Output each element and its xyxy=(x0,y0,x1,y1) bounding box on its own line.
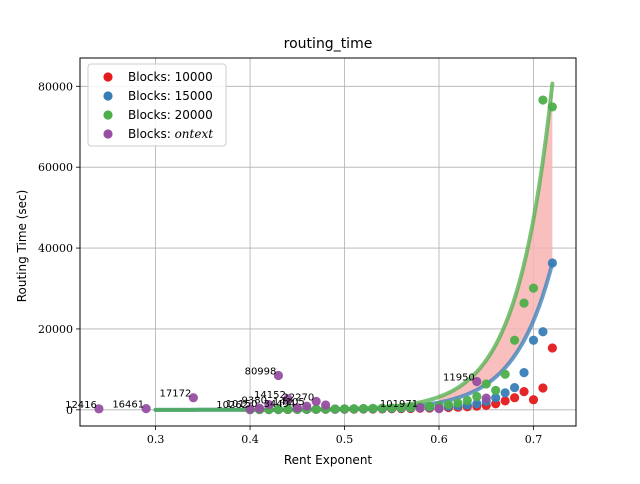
data-point xyxy=(339,404,350,414)
y-axis-label: Routing Time (sec) xyxy=(15,190,29,303)
data-point xyxy=(321,400,331,410)
legend-marker xyxy=(103,110,113,120)
data-point xyxy=(424,401,435,411)
data-point xyxy=(472,376,482,387)
point-label: 101971 xyxy=(380,399,418,410)
data-point xyxy=(245,404,255,414)
data-point xyxy=(141,404,151,414)
plot-frame xyxy=(79,57,577,427)
data-point xyxy=(528,335,539,345)
data-point xyxy=(387,403,397,413)
data-point xyxy=(519,368,529,378)
point-label: 34494 xyxy=(263,399,295,410)
data-point xyxy=(283,394,293,404)
legend-label: Blocks: 10000 xyxy=(128,70,213,84)
data-point xyxy=(273,404,283,414)
data-point xyxy=(406,402,416,412)
legend-label: Blocks: 20000 xyxy=(128,108,213,122)
data-point xyxy=(443,399,454,410)
data-point xyxy=(491,393,501,403)
legend-box xyxy=(87,63,227,147)
data-point xyxy=(358,403,369,414)
data-point xyxy=(500,369,510,379)
point-label: 17172 xyxy=(160,389,192,400)
chart-title: routing_time xyxy=(284,36,373,52)
legend-marker xyxy=(103,72,113,82)
data-point xyxy=(538,95,548,105)
point-label: 12416 xyxy=(65,400,97,411)
data-point xyxy=(538,327,548,337)
data-point xyxy=(453,398,463,408)
data-point xyxy=(472,391,482,402)
y-tick-label: 60000 xyxy=(38,161,73,174)
data-point xyxy=(462,395,472,406)
data-point xyxy=(94,404,104,414)
data-point xyxy=(283,404,293,414)
data-point xyxy=(528,283,539,293)
data-point xyxy=(415,403,425,413)
x-tick-label: 0.5 xyxy=(336,433,354,446)
data-point xyxy=(519,298,529,308)
x-tick-label: 0.7 xyxy=(525,433,543,446)
data-point xyxy=(292,403,302,413)
y-tick-label: 40000 xyxy=(38,242,73,255)
data-point xyxy=(311,404,321,414)
data-point xyxy=(264,399,274,410)
data-point xyxy=(254,403,265,413)
data-point xyxy=(509,393,520,403)
data-point xyxy=(509,382,520,393)
point-label: 22270 xyxy=(282,392,314,403)
data-point xyxy=(500,396,510,406)
data-point xyxy=(547,343,557,353)
data-point xyxy=(330,404,340,414)
data-point xyxy=(547,258,557,268)
point-label: 14105 xyxy=(273,397,305,408)
data-point xyxy=(302,401,312,411)
legend-marker xyxy=(103,129,113,139)
y-tick-label: 20000 xyxy=(38,323,73,336)
x-tick-label: 0.6 xyxy=(430,433,448,446)
data-point xyxy=(519,387,529,397)
point-label: 9380 xyxy=(241,396,266,407)
legend: Blocks: 10000 Blocks: 15000 Blocks: 20000 B… xyxy=(87,63,227,147)
data-point xyxy=(396,403,406,413)
x-axis-label: Rent Exponent xyxy=(284,453,373,467)
data-point xyxy=(188,393,198,403)
data-point xyxy=(509,335,520,345)
point-label: 14152 xyxy=(254,390,286,401)
data-point xyxy=(273,370,283,381)
y-tick-label: 0 xyxy=(66,404,73,417)
x-tick-label: 0.3 xyxy=(147,433,165,446)
data-point xyxy=(491,385,501,396)
y-tick-label: 80000 xyxy=(38,80,73,93)
point-label: 11950 xyxy=(443,373,475,384)
legend-label: Blocks: ontext xyxy=(128,127,213,141)
data-point xyxy=(434,404,444,414)
point-label: 10262 xyxy=(216,400,248,411)
data-point xyxy=(481,379,491,389)
data-point xyxy=(311,396,321,406)
x-tick-label: 0.4 xyxy=(241,433,259,446)
data-point xyxy=(538,383,548,393)
data-point xyxy=(547,102,557,112)
data-point xyxy=(472,399,482,409)
data-point xyxy=(368,403,378,413)
point-label: 10150 xyxy=(226,399,258,410)
legend-label: Blocks: 15000 xyxy=(128,89,213,103)
point-label: 16461 xyxy=(112,400,144,411)
data-point xyxy=(349,404,359,414)
legend-marker xyxy=(103,91,113,101)
data-point xyxy=(481,393,491,403)
data-point xyxy=(377,403,387,413)
confidence-band xyxy=(439,83,553,403)
point-label: 80998 xyxy=(245,366,277,377)
data-point xyxy=(500,388,510,398)
data-point xyxy=(528,395,539,405)
